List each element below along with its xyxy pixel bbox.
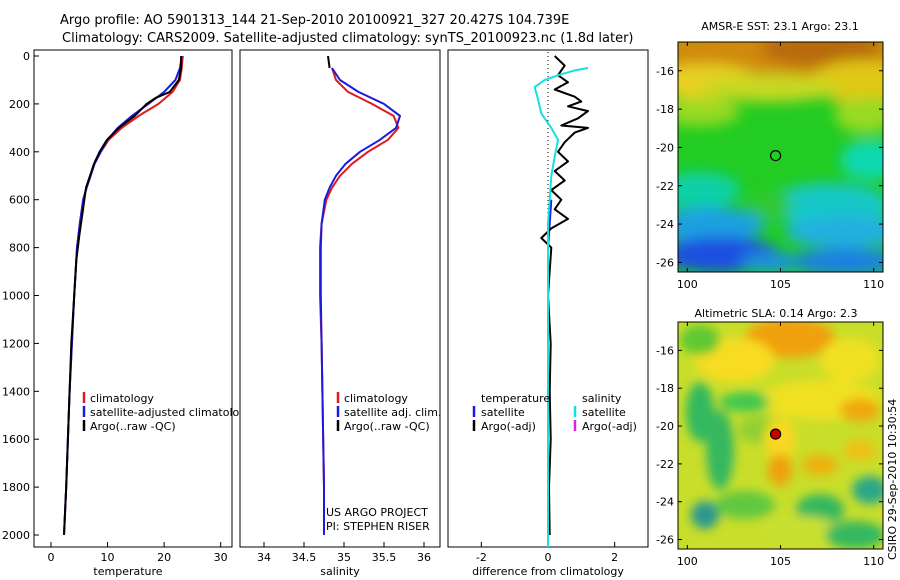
y-tick-label: 1200 (2, 337, 30, 350)
map-y-tick-label: -16 (656, 65, 674, 78)
legend-climatology: climatology (344, 392, 408, 405)
map-y-tick-label: -18 (656, 103, 674, 116)
legend-temp-satellite: satellite (481, 406, 525, 419)
temperature-panel: 0 200 400 600 800 1000 1200 1400 1600 1800 2000 0 1… (2, 49, 253, 578)
sst-heatmap (678, 42, 883, 272)
map-y-tick-label: -20 (656, 420, 674, 433)
series-argo-raw-qc (63, 56, 183, 536)
temperature-axes-frame (33, 49, 233, 548)
x-tick-label: 34 (257, 551, 271, 564)
temperature-legend: climatology satellite-adjusted climatolo… (82, 392, 253, 433)
sla-map-panel: Altimetric SLA: 0.14 Argo: 2.3 (656, 307, 884, 568)
x-tick-label: 30 (214, 551, 228, 564)
legend-satellite-adjusted: satellite-adjusted climatology (90, 406, 253, 419)
sst-map-panel: AMSR-E SST: 23.1 Argo: 23.1 (656, 20, 884, 291)
header-line-1: Argo profile: AO 5901313_144 21-Sep-2010… (60, 13, 569, 28)
map-y-tick-label: -24 (656, 496, 674, 509)
map-y-tick-label: -20 (656, 141, 674, 154)
credit-text: CSIRO 29-Sep-2010 10:30:54 (886, 399, 899, 560)
map-y-tick-label: -24 (656, 218, 674, 231)
sst-argo-marker (769, 150, 782, 162)
map-y-tick-label: -16 (656, 344, 674, 357)
legend-climatology: climatology (90, 392, 154, 405)
map-x-tick-label: 100 (677, 278, 698, 291)
difference-legend: temperature satellite Argo(-adj) salinit… (472, 392, 637, 433)
x-tick-label: 0 (545, 551, 552, 564)
sla-argo-marker (769, 428, 782, 440)
series-argo-raw-qc (327, 55, 331, 69)
map-y-tick-label: -26 (656, 256, 674, 269)
project-annotation: US ARGO PROJECT (326, 506, 428, 519)
map-x-tick-label: 110 (863, 278, 884, 291)
y-tick-label: 800 (9, 242, 30, 255)
y-tick-label: 1800 (2, 481, 30, 494)
x-tick-label: 2 (611, 551, 618, 564)
y-tick-label: 1400 (2, 385, 30, 398)
legend-satellite-adj: satellite adj. clim. (344, 406, 441, 419)
y-tick-label: 600 (9, 194, 30, 207)
x-tick-label: 35 (337, 551, 351, 564)
map-y-tick-label: -26 (656, 534, 674, 547)
salinity-axes-frame (239, 49, 441, 548)
y-tick-label: 200 (9, 98, 30, 111)
y-tick-label: 2000 (2, 529, 30, 542)
sst-map-title: AMSR-E SST: 23.1 Argo: 23.1 (701, 20, 859, 33)
map-x-tick-label: 105 (770, 278, 791, 291)
header-line-2: Climatology: CARS2009. Satellite-adjuste… (62, 31, 634, 46)
map-x-tick-label: 110 (863, 555, 884, 568)
legend-sal-argo: Argo(-adj) (582, 420, 637, 433)
sla-heatmap (678, 322, 883, 549)
x-tick-label: 0 (47, 551, 54, 564)
x-tick-label: 35.5 (372, 551, 397, 564)
sla-map-title: Altimetric SLA: 0.14 Argo: 2.3 (694, 307, 857, 320)
legend-salinity-title: salinity (582, 392, 622, 405)
salinity-panel: 34 34.5 35 35.5 36 salinity climatology sate… (239, 49, 441, 578)
map-x-tick-label: 100 (677, 555, 698, 568)
x-tick-label: 34.5 (292, 551, 317, 564)
temperature-xlabel: temperature (93, 565, 162, 578)
legend-sal-satellite: satellite (582, 406, 626, 419)
x-tick-label: 20 (157, 551, 171, 564)
map-y-tick-label: -18 (656, 382, 674, 395)
map-y-tick-label: -22 (656, 458, 674, 471)
map-x-tick-label: 105 (770, 555, 791, 568)
difference-panel: -2 0 2 difference from climatology tempera… (447, 49, 649, 578)
y-tick-label: 0 (23, 50, 30, 63)
series-salinity-satellite (533, 67, 589, 547)
series-satellite-adj-clim (319, 67, 401, 535)
y-tick-label: 1000 (2, 290, 30, 303)
legend-argo: Argo(..raw -QC) (90, 420, 176, 433)
x-tick-label: 10 (101, 551, 115, 564)
x-tick-label: -2 (476, 551, 487, 564)
legend-temp-argo: Argo(-adj) (481, 420, 536, 433)
salinity-legend: climatology satellite adj. clim. Argo(..… (336, 392, 441, 433)
y-tick-label: 1600 (2, 433, 30, 446)
map-y-tick-label: -22 (656, 180, 674, 193)
x-tick-label: 36 (417, 551, 431, 564)
pi-annotation: PI: STEPHEN RISER (326, 520, 430, 533)
y-tick-label: 400 (9, 146, 30, 159)
legend-argo: Argo(..raw -QC) (344, 420, 430, 433)
legend-temperature-title: temperature (481, 392, 550, 405)
salinity-xlabel: salinity (320, 565, 360, 578)
difference-xlabel: difference from climatology (472, 565, 624, 578)
